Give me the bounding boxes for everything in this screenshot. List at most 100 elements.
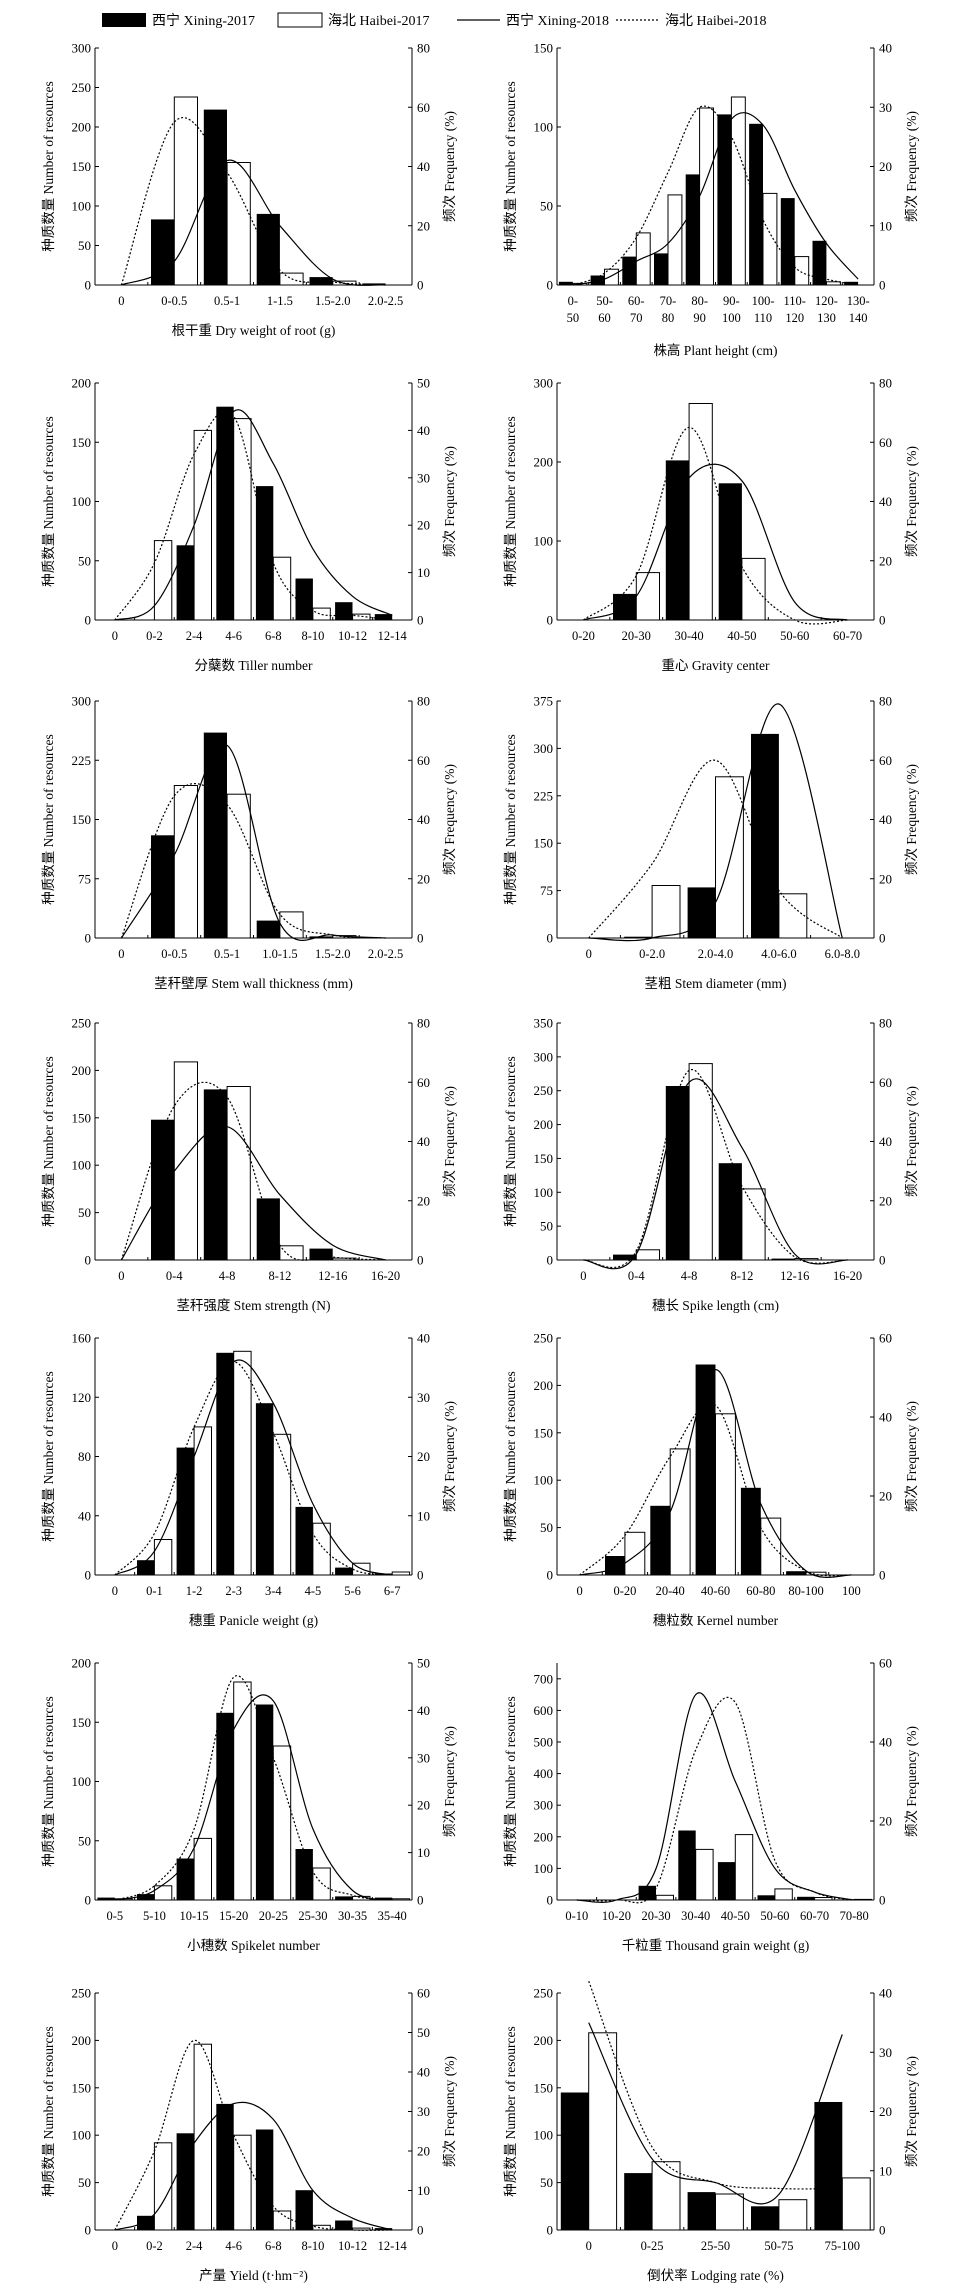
y-tick-label: 200 [534, 455, 554, 470]
chart-panel: 0 100 200 300 400 500 600 700 0 20 40 60 0-10 10-20 20… [503, 1656, 919, 1954]
bar-haibei-2017 [688, 403, 713, 621]
x-tick-label: 15-20 [219, 1909, 248, 1923]
y-tick-label: 0 [547, 931, 554, 946]
legend-label: 海北 Haibei-2017 [328, 13, 429, 29]
y2-tick-label: 60 [879, 435, 892, 450]
y-tick-label: 150 [72, 1715, 92, 1730]
x-tick-label: 0-20 [572, 629, 595, 643]
y-tick-label: 50 [540, 1219, 553, 1234]
line-haibei-2018 [579, 1402, 852, 1577]
y2-tick-label: 0 [417, 931, 424, 946]
y-tick-label: 250 [72, 1986, 92, 2001]
bar-xining-2017 [151, 835, 175, 938]
chart-panel: 0 50 100 150 200 0 10 20 30 40 50 0 0-2 2-4 4-6 6-8 8-10… [41, 376, 457, 674]
y2-tick-label: 40 [879, 812, 892, 827]
x-tick-label: 0-2.0 [639, 947, 665, 961]
y-tick-label: 80 [78, 1449, 91, 1464]
y2-tick-label: 30 [417, 2104, 430, 2119]
bar-xining-2017 [216, 2103, 234, 2230]
y2-tick-label: 40 [879, 41, 892, 56]
y2-tick-label: 20 [879, 871, 892, 886]
x-tick-label: 20-30 [641, 1909, 670, 1923]
x-tick-label: 50-60 [780, 629, 809, 643]
x-tick-label: 4-8 [681, 1269, 698, 1283]
bar-xining-2017 [255, 486, 274, 620]
y-axis-title: 种质数量 Number of resources [503, 81, 518, 252]
bar-haibei-2017 [233, 1350, 252, 1576]
x-tick-label: 0 [112, 1584, 118, 1598]
bar-haibei-2017 [741, 557, 766, 621]
line-haibei-2018 [120, 783, 386, 939]
x-axis-title: 产量 Yield (t·hm⁻²) [199, 2268, 308, 2283]
y2-tick-label: 20 [417, 1798, 430, 1813]
x-tick-label: 0 [586, 2239, 592, 2253]
x-tick-label: 2-4 [186, 629, 203, 643]
y-tick-label: 150 [534, 41, 554, 56]
y-tick-label: 0 [85, 2223, 92, 2238]
bar-haibei-2017 [193, 429, 213, 621]
y2-tick-label: 60 [879, 1656, 892, 1671]
y2-tick-label: 80 [879, 694, 892, 709]
x-tick-label: 4-6 [225, 2239, 242, 2253]
x-tick-label: 70-80 [660, 294, 677, 325]
bar-haibei-2017 [794, 256, 810, 286]
bar-haibei-2017 [841, 2177, 871, 2231]
bar-xining-2017 [176, 1858, 194, 1900]
x-axis-title: 茎秆强度 Stem strength (N) [176, 1298, 330, 1313]
x-tick-label: 16-20 [371, 1269, 400, 1283]
y-tick-label: 100 [72, 1158, 92, 1173]
bar-xining-2017 [665, 1086, 689, 1260]
x-tick-label: 6-8 [265, 629, 282, 643]
y2-axis-title: 频次 Frequency (%) [904, 446, 919, 557]
line-xining-2018 [583, 463, 848, 621]
bar-xining-2017 [374, 2228, 393, 2230]
y2-tick-label: 0 [879, 1253, 886, 1268]
x-tick-label: 0-2 [146, 2239, 163, 2253]
x-axis-title: 穗粒数 Kernel number [653, 1613, 779, 1628]
y2-axis-title: 频次 Frequency (%) [442, 1401, 457, 1512]
bar-xining-2017 [97, 1897, 115, 1900]
y2-axis-title: 频次 Frequency (%) [904, 1086, 919, 1197]
x-axis-title: 株高 Plant height (cm) [653, 342, 777, 358]
bar-haibei-2017 [651, 885, 681, 939]
legend-item-haibei-2018: 海北 Haibei-2018 [616, 13, 766, 29]
bar-haibei-2017 [669, 1448, 691, 1576]
y2-tick-label: 20 [879, 1814, 892, 1829]
x-tick-label: 30-40 [674, 629, 703, 643]
y-tick-label: 100 [534, 2128, 554, 2143]
y2-tick-label: 0 [417, 1568, 424, 1583]
legend-item-xining-2017: 西宁 Xining-2017 [102, 12, 255, 29]
bar-xining-2017 [255, 1403, 274, 1575]
legend-swatch-white-bar [277, 12, 323, 28]
x-tick-label: 0-20 [613, 1584, 636, 1598]
y-tick-label: 200 [534, 1829, 554, 1844]
y-tick-label: 250 [534, 1986, 554, 2001]
y-tick-label: 400 [534, 1766, 554, 1781]
bar-xining-2017 [176, 2133, 194, 2230]
y2-tick-label: 0 [417, 613, 424, 628]
bar-xining-2017 [624, 2173, 653, 2230]
bar-xining-2017 [295, 578, 313, 620]
x-tick-label: 0-0.5 [161, 294, 187, 308]
y2-tick-label: 20 [879, 1489, 892, 1504]
bar-xining-2017 [256, 920, 280, 938]
chart-panel: 0 50 100 150 200 250 0 10 20 30 40 50 60 0 0-2 2-4 4-6 6-… [41, 1986, 457, 2284]
y2-tick-label: 10 [417, 565, 430, 580]
x-tick-label: 8-10 [301, 629, 324, 643]
x-tick-label: 120-130 [815, 294, 838, 325]
x-tick-label: 110-120 [784, 294, 806, 325]
bar-haibei-2017 [635, 572, 660, 621]
x-tick-label: 0 [118, 1269, 124, 1283]
bar-xining-2017 [203, 732, 227, 938]
y2-tick-label: 80 [417, 694, 430, 709]
line-haibei-2018 [120, 117, 386, 286]
bar-xining-2017 [687, 887, 716, 938]
x-tick-label: 90-100 [722, 294, 741, 325]
y-tick-label: 250 [534, 1331, 554, 1346]
y-tick-label: 200 [534, 1117, 554, 1132]
bar-haibei-2017 [193, 1837, 213, 1901]
y-tick-label: 75 [78, 871, 91, 886]
bar-xining-2017 [255, 2129, 274, 2230]
line-haibei-2018 [114, 1675, 393, 1901]
x-tick-label: 20-25 [259, 1909, 288, 1923]
